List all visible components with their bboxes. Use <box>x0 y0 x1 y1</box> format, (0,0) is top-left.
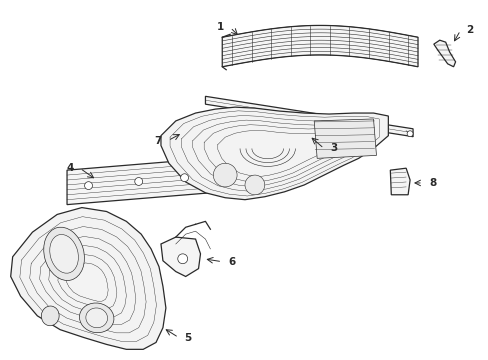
Text: 2: 2 <box>466 25 473 35</box>
Ellipse shape <box>41 306 59 326</box>
Circle shape <box>135 177 142 185</box>
Text: 7: 7 <box>154 136 162 145</box>
Polygon shape <box>389 168 409 195</box>
Polygon shape <box>222 26 417 67</box>
Circle shape <box>244 175 264 195</box>
Text: 8: 8 <box>428 178 435 188</box>
Text: 5: 5 <box>184 333 192 342</box>
Polygon shape <box>11 208 165 349</box>
Circle shape <box>178 254 187 264</box>
Circle shape <box>84 182 92 190</box>
Polygon shape <box>67 158 210 204</box>
Polygon shape <box>161 107 387 200</box>
Circle shape <box>213 163 237 187</box>
Ellipse shape <box>86 308 107 328</box>
Polygon shape <box>161 237 200 276</box>
Ellipse shape <box>80 303 114 333</box>
Text: 1: 1 <box>217 22 224 32</box>
Text: 3: 3 <box>329 144 337 153</box>
Polygon shape <box>433 40 455 67</box>
Polygon shape <box>205 96 412 137</box>
Text: 4: 4 <box>66 163 74 173</box>
Circle shape <box>407 131 412 137</box>
Ellipse shape <box>50 234 78 273</box>
Circle shape <box>180 174 188 182</box>
Text: 6: 6 <box>228 257 235 267</box>
Polygon shape <box>314 119 376 158</box>
Ellipse shape <box>43 227 84 280</box>
